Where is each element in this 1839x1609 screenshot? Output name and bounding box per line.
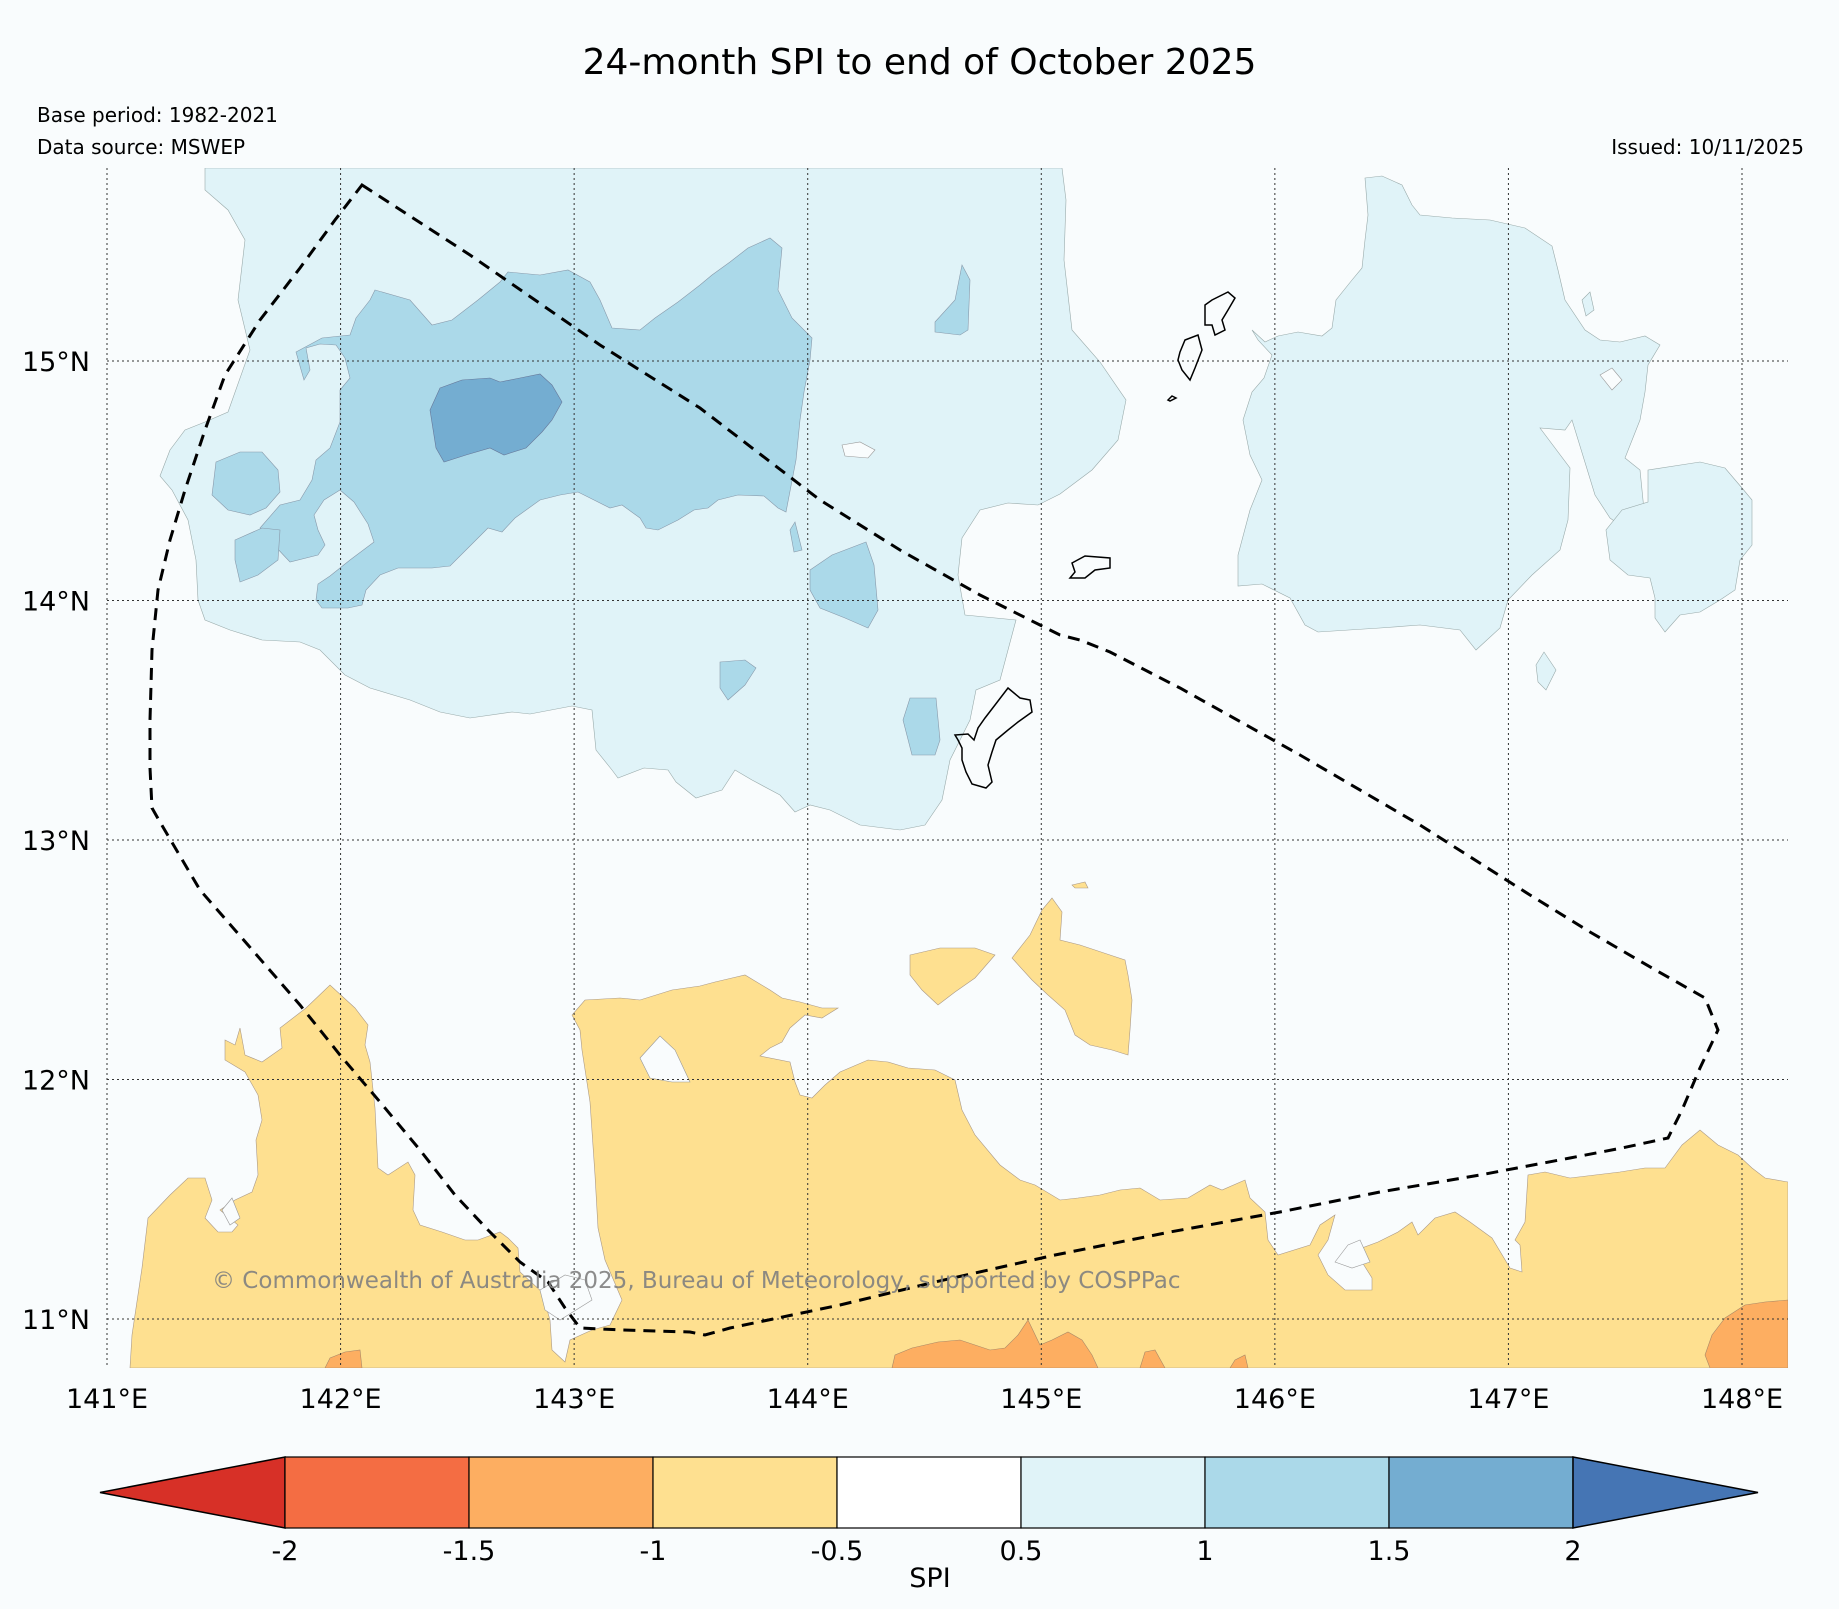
dry-mild-patch-1 [909,947,996,1006]
wet-severe-region [429,373,563,463]
longitude-tick-label: 146°E [1234,1384,1316,1415]
longitude-labels: 141°E 142°E 143°E 144°E 145°E 146°E 147°E 148°E [66,1384,1783,1415]
wet-moderate-region-north [934,264,971,336]
issued-date-label: Issued: 10/11/2025 [1611,135,1804,159]
wet-moderate-region-central-2 [719,659,757,701]
near-normal-hole-3 [221,1197,241,1226]
aguijan-coastline [1166,395,1178,402]
longitude-tick-label: 142°E [300,1384,382,1415]
latitude-tick-label: 12°N [22,1066,90,1097]
latitude-tick-label: 13°N [22,826,90,857]
colorbar-swatch [1204,1456,1390,1529]
near-normal-patch [841,441,876,459]
wet-moderate-region-central-3 [902,697,941,756]
wet-mild-region-east [1237,175,1661,651]
dry-moderate-patch-3 [1229,1354,1249,1368]
near-normal-hole-2 [1334,1239,1371,1269]
colorbar-tick-label: 1.5 [1368,1536,1411,1567]
latitude-labels: 15°N 14°N 13°N 12°N 11°N [22,347,90,1336]
longitude-tick-label: 145°E [1000,1384,1082,1415]
wet-moderate-region-central-1 [809,541,879,629]
colorbar-swatch [468,1456,654,1529]
wet-mild-islet-2 [1581,291,1595,317]
dry-moderate-patch-4 [324,1349,363,1368]
tinian-coastline [1177,334,1203,382]
dry-moderate-patch-1 [891,1319,1099,1368]
island-coastlines [953,291,1236,789]
colorbar-tick-label: 0.5 [1000,1536,1043,1567]
latitude-tick-label: 11°N [22,1305,90,1336]
colorbar-tick-label: 1 [1196,1536,1213,1567]
colorbar-title: SPI [909,1563,950,1594]
wet-moderate-islet [789,521,803,553]
colorbar-swatch [1020,1456,1206,1529]
graticule [106,168,1788,1368]
eez-boundary [148,182,1720,1337]
colorbar-tick-label: -0.5 [811,1536,864,1567]
colorbar-tick-label: -2 [272,1536,299,1567]
longitude-tick-label: 147°E [1467,1384,1549,1415]
base-period-label: Base period: 1982-2021 [37,103,278,127]
near-normal-hole-1 [639,1035,691,1083]
dry-mild-region-main [129,974,1788,1368]
dry-mild-patch-3 [1071,881,1089,889]
colorbar-extend-low [99,1456,286,1529]
saipan-coastline [1204,291,1236,337]
colorbar-swatch [836,1456,1022,1529]
colorbar-swatch [652,1456,838,1529]
colorbar-swatch [1388,1456,1574,1529]
longitude-tick-label: 141°E [66,1384,148,1415]
data-source-label: Data source: MSWEP [37,135,246,159]
guam-coastline [953,686,1033,789]
dry-moderate-patch-2 [1139,1349,1166,1368]
wet-mild-region-east-2 [1605,461,1753,633]
rota-coastline [1068,555,1111,579]
map-title: 24-month SPI to end of October 2025 [582,42,1257,83]
colorbar: -2 -1.5 -1 -0.5 0.5 1 1.5 2 [99,1456,1759,1567]
spi-contours [129,168,1788,1368]
colorbar-tick-label: 2 [1564,1536,1581,1567]
copyright-notice: © Commonwealth of Australia 2025, Bureau… [212,1268,1181,1294]
longitude-tick-label: 143°E [533,1384,615,1415]
colorbar-swatch [284,1456,470,1529]
wet-moderate-region-west-1 [211,451,281,516]
colorbar-extend-high [1572,1456,1759,1529]
wet-moderate-region-west-2 [234,527,281,583]
latitude-tick-label: 14°N [22,587,90,618]
longitude-tick-label: 144°E [767,1384,849,1415]
longitude-tick-label: 148°E [1701,1384,1783,1415]
wet-mild-islet [1535,651,1557,691]
near-normal-patch-2 [1599,367,1623,391]
dry-mild-patch-2 [1011,897,1133,1056]
latitude-tick-label: 15°N [22,347,90,378]
near-normal-hole-4 [539,1274,593,1321]
dry-moderate-patch-5 [1704,1299,1788,1368]
colorbar-tick-label: -1.5 [443,1536,496,1567]
colorbar-tick-label: -1 [640,1536,667,1567]
